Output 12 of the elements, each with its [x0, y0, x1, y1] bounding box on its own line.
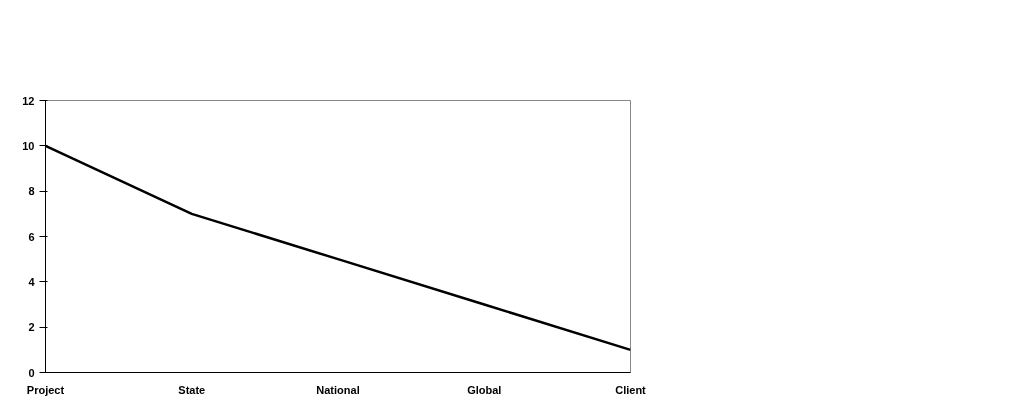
- x-tick-label: Project: [26, 383, 65, 396]
- x-tick-label: Client: [615, 383, 647, 396]
- x-tick-label: Global: [467, 383, 502, 396]
- y-tick-label: 0: [28, 366, 35, 379]
- y-tick-label: 8: [28, 185, 35, 198]
- y-tick-label: 10: [22, 139, 35, 152]
- y-tick-label: 6: [28, 230, 35, 243]
- y-tick-label: 2: [28, 321, 35, 334]
- x-tick-label: State: [178, 383, 206, 396]
- x-tick-label: National: [316, 383, 360, 396]
- y-tick-label: 12: [22, 94, 35, 107]
- y-tick-label: 4: [28, 275, 36, 288]
